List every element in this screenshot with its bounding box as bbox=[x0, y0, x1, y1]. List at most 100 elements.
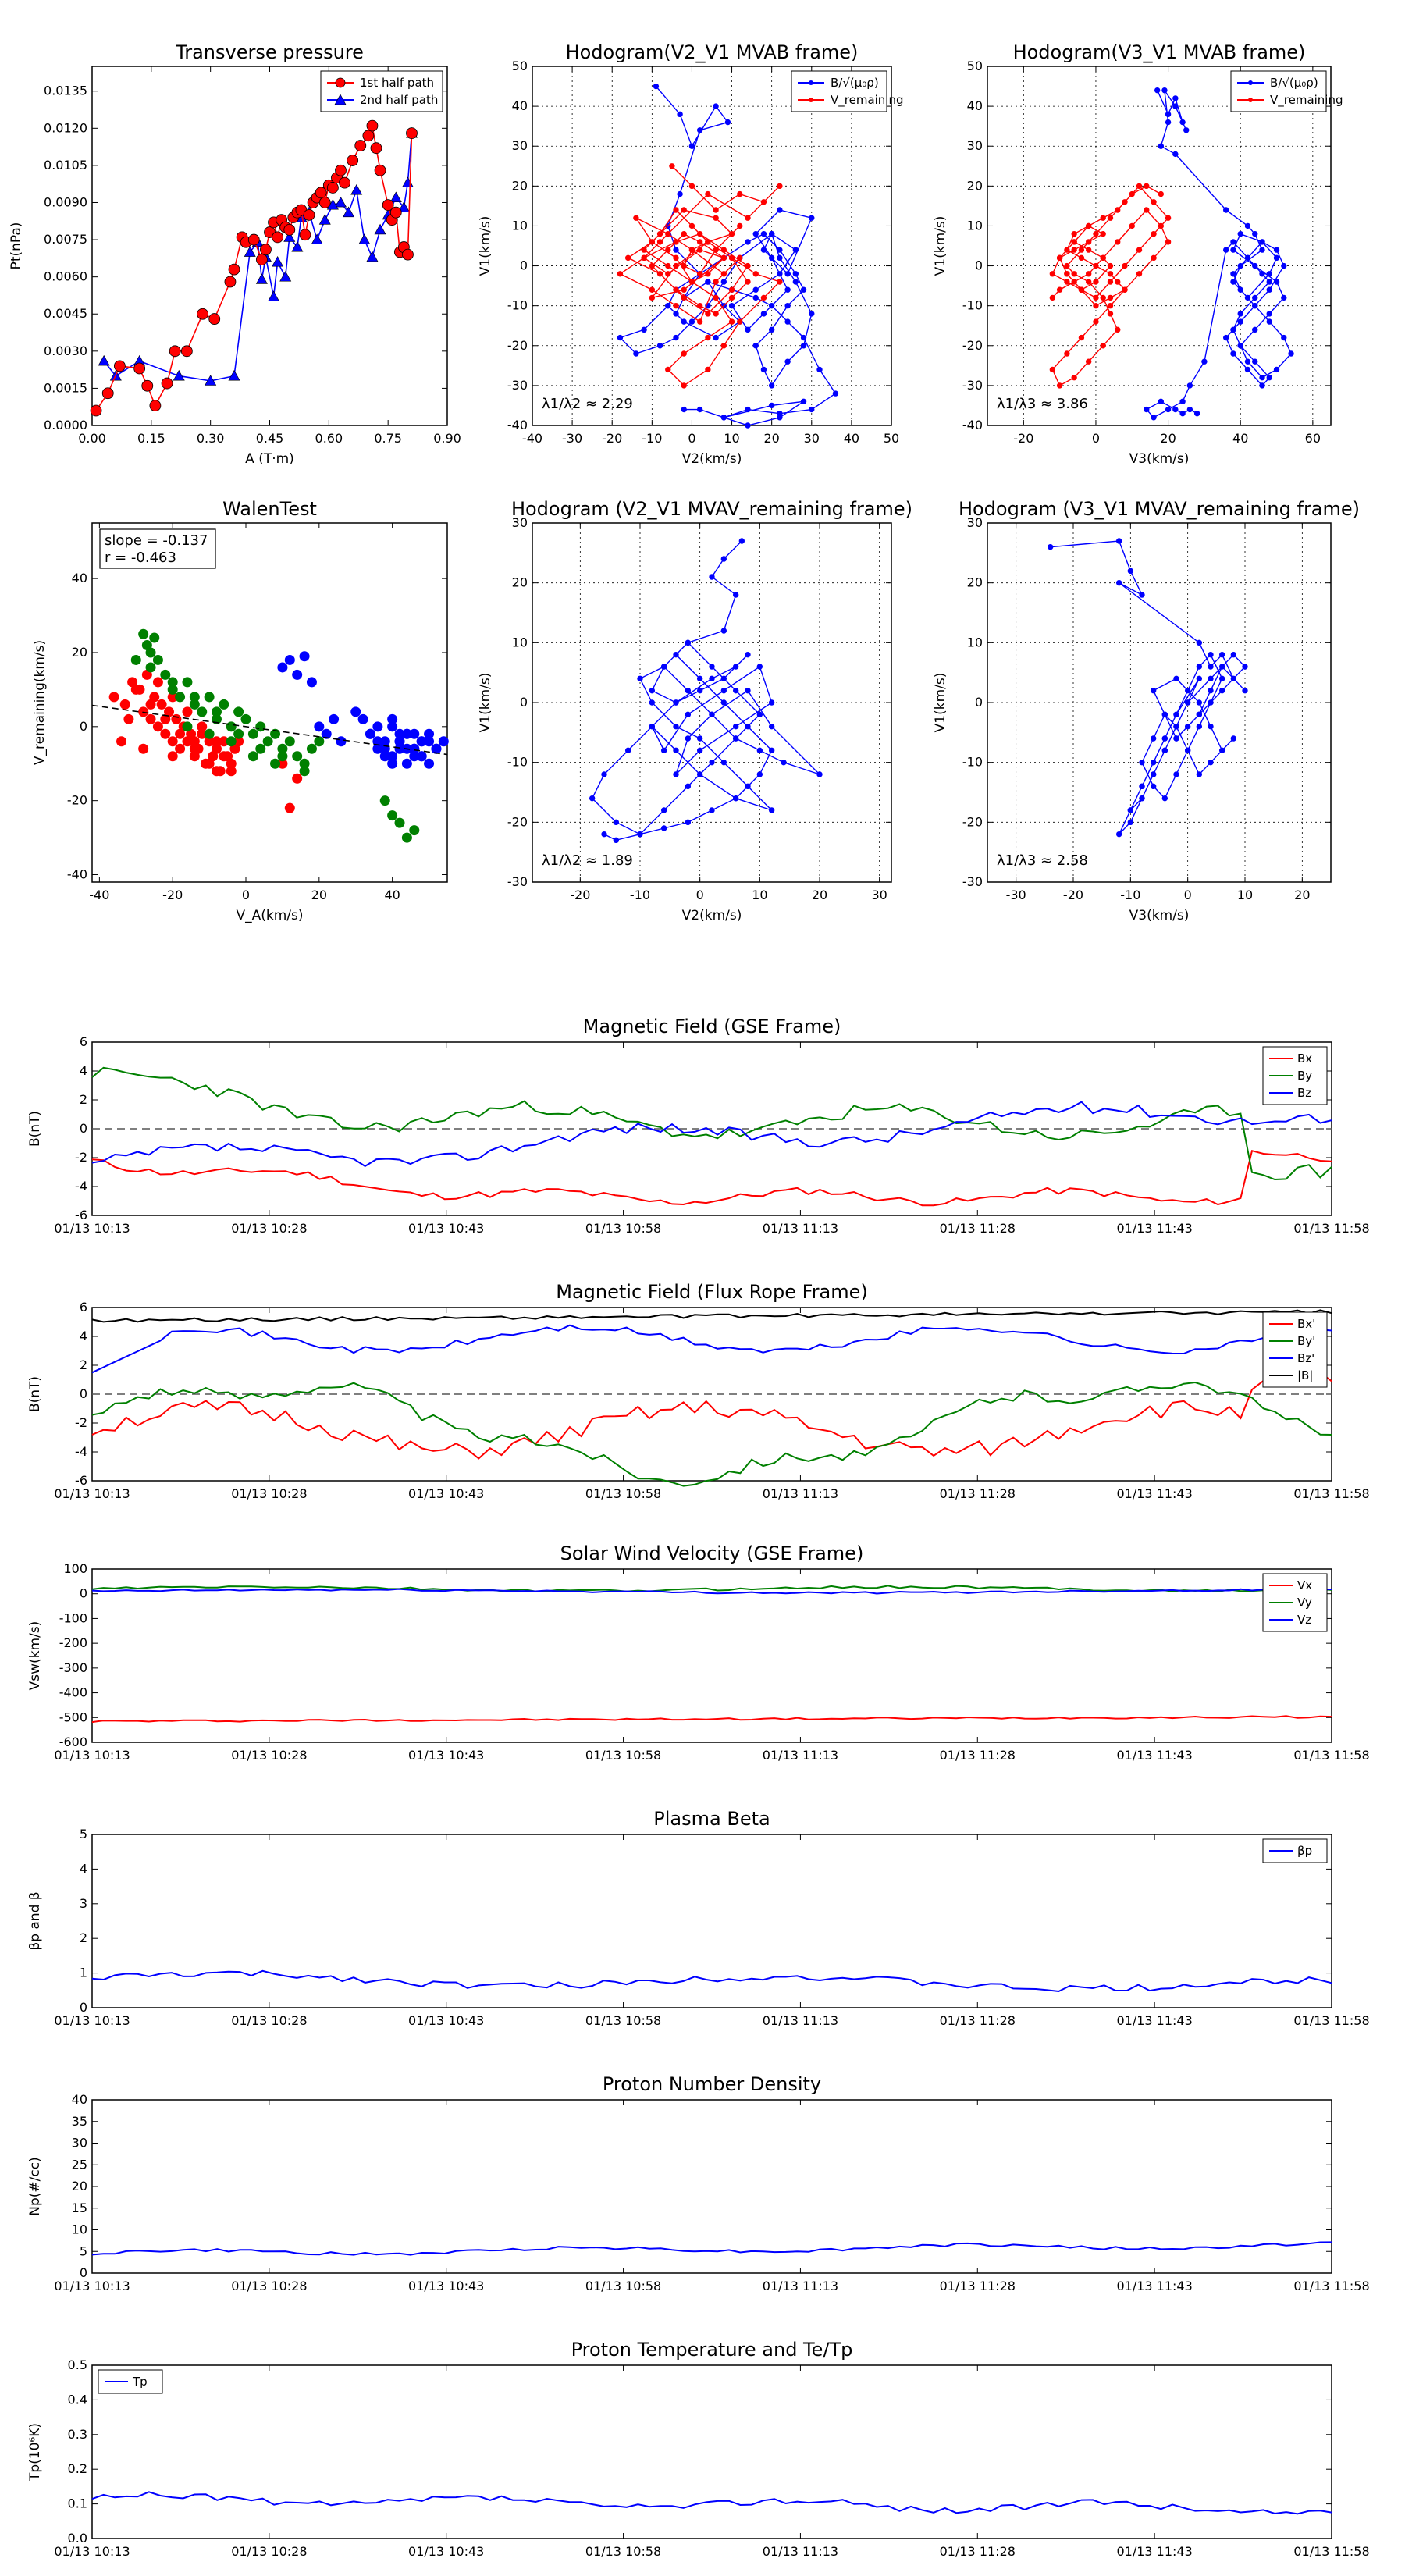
series-point bbox=[1127, 819, 1134, 826]
series-marker-2nd-half bbox=[272, 256, 284, 267]
series-point bbox=[685, 639, 692, 646]
y-tick-label: 5 bbox=[80, 1827, 87, 1841]
series-point-1 bbox=[673, 254, 679, 262]
chart-panel-bgse: -6 -4 -2 0 2 4 6 01/13 10:13 01/13 10:28 01/13 10… bbox=[27, 1016, 1370, 1236]
series-point bbox=[696, 687, 703, 694]
series-marker-1st-half bbox=[362, 130, 375, 142]
y-tick-label: 0.4 bbox=[68, 2392, 87, 2407]
series-point-0 bbox=[673, 311, 679, 317]
series-point bbox=[756, 771, 763, 777]
series-point-0 bbox=[1193, 410, 1200, 417]
y-tick-label: 50 bbox=[967, 59, 983, 73]
series-point-0 bbox=[1273, 254, 1280, 262]
scatter-point-red bbox=[197, 721, 208, 732]
x-tick-label: 0.15 bbox=[137, 431, 165, 446]
scatter-point-red bbox=[226, 766, 237, 777]
scatter-point-green bbox=[175, 692, 186, 703]
y-tick-label: 1 bbox=[80, 1966, 87, 1980]
series-point-1 bbox=[728, 294, 735, 301]
scatter-point-green bbox=[204, 692, 215, 703]
series-marker-1st-half bbox=[382, 199, 394, 212]
series-point bbox=[1139, 783, 1145, 790]
series-point-1 bbox=[1107, 302, 1114, 309]
series-point-0 bbox=[1244, 222, 1251, 229]
y-tick-label: 5 bbox=[80, 2243, 87, 2258]
series-point-0 bbox=[784, 358, 791, 365]
series-point bbox=[1184, 699, 1191, 706]
y-tick-label: 30 bbox=[967, 138, 983, 153]
series-point bbox=[1173, 675, 1179, 682]
x-tick-label: 0.00 bbox=[78, 431, 106, 446]
time-tick-label: 01/13 10:28 bbox=[231, 1221, 307, 1236]
series-point-1 bbox=[649, 239, 656, 245]
series-point-1 bbox=[624, 254, 631, 262]
series-point bbox=[1218, 687, 1225, 694]
scatter-point-green bbox=[247, 728, 258, 739]
series-point-0 bbox=[681, 318, 687, 325]
series-point-0 bbox=[1144, 406, 1150, 413]
series-point-1 bbox=[1122, 286, 1128, 293]
series-point bbox=[745, 723, 751, 730]
series-point bbox=[1047, 543, 1054, 550]
series-point-0 bbox=[1266, 286, 1272, 293]
scatter-point-green bbox=[233, 706, 244, 717]
series-point-0 bbox=[633, 350, 639, 357]
panel-title: Hodogram(V2_V1 MVAB frame) bbox=[566, 41, 859, 63]
x-axis-label: V3(km/s) bbox=[1129, 451, 1190, 467]
legend-label: Bz bbox=[1297, 1086, 1311, 1100]
x-tick-label: 0.30 bbox=[197, 431, 225, 446]
series-point bbox=[732, 664, 739, 670]
scatter-point-blue bbox=[284, 654, 295, 665]
series-point-1 bbox=[1115, 326, 1121, 333]
series-point-1 bbox=[728, 230, 735, 237]
series-point-0 bbox=[768, 254, 775, 262]
series-point-0 bbox=[760, 311, 767, 317]
scatter-point-blue bbox=[321, 728, 332, 739]
time-tick-label: 01/13 10:43 bbox=[408, 1221, 484, 1236]
series-point-0 bbox=[1230, 271, 1236, 277]
x-tick-label: 10 bbox=[724, 431, 739, 446]
chart-panel-h2: -20 0 20 40 60 -40 -30 -20 -10 0 10 20 30 40 50 Hodogra… bbox=[933, 41, 1343, 467]
series-point bbox=[709, 675, 715, 682]
series-point-0 bbox=[1183, 127, 1190, 133]
time-tick-label: 01/13 11:58 bbox=[1293, 1486, 1369, 1501]
scatter-point-blue bbox=[336, 736, 347, 747]
series-point bbox=[1173, 735, 1179, 742]
scatter-point-red bbox=[152, 677, 163, 688]
series-point bbox=[1230, 735, 1237, 742]
series-marker-1st-half bbox=[208, 313, 221, 325]
series-point bbox=[1218, 747, 1225, 754]
series-point bbox=[1184, 747, 1191, 754]
series-point bbox=[673, 699, 679, 706]
series-point-1 bbox=[1165, 215, 1172, 221]
scatter-point-red bbox=[130, 684, 141, 695]
y-tick-label: -6 bbox=[75, 1208, 87, 1222]
scatter-point-red bbox=[119, 699, 130, 710]
series-point-0 bbox=[792, 247, 799, 253]
series-point bbox=[709, 711, 715, 718]
series-marker-1st-half bbox=[113, 360, 126, 372]
series-marker-1st-half bbox=[347, 155, 359, 166]
time-tick-label: 01/13 10:58 bbox=[585, 2544, 661, 2559]
y-tick-label: 30 bbox=[512, 515, 528, 530]
scatter-point-blue bbox=[277, 662, 288, 673]
y-tick-label: 0.0060 bbox=[44, 269, 87, 284]
plot-frame bbox=[91, 1568, 1332, 1743]
scatter-point-green bbox=[306, 743, 317, 754]
series-marker-2nd-half bbox=[279, 271, 292, 282]
x-tick-label: -20 bbox=[602, 431, 622, 446]
x-tick-label: -20 bbox=[162, 888, 183, 902]
y-tick-label: 4 bbox=[80, 1063, 87, 1078]
series-point-0 bbox=[1158, 143, 1165, 149]
series-point bbox=[1115, 831, 1122, 838]
y-tick-label: 0.0105 bbox=[44, 158, 87, 173]
time-tick-label: 01/13 10:13 bbox=[54, 1748, 130, 1763]
series-point-1 bbox=[665, 271, 671, 277]
time-tick-label: 01/13 11:28 bbox=[940, 2279, 1016, 2293]
panel-title: Solar Wind Velocity (GSE Frame) bbox=[560, 1542, 864, 1564]
series-point-1 bbox=[681, 382, 687, 389]
series-point-0 bbox=[696, 127, 703, 133]
series-point bbox=[1196, 664, 1203, 670]
series-point-0 bbox=[1172, 103, 1179, 109]
series-point-1 bbox=[705, 311, 711, 317]
